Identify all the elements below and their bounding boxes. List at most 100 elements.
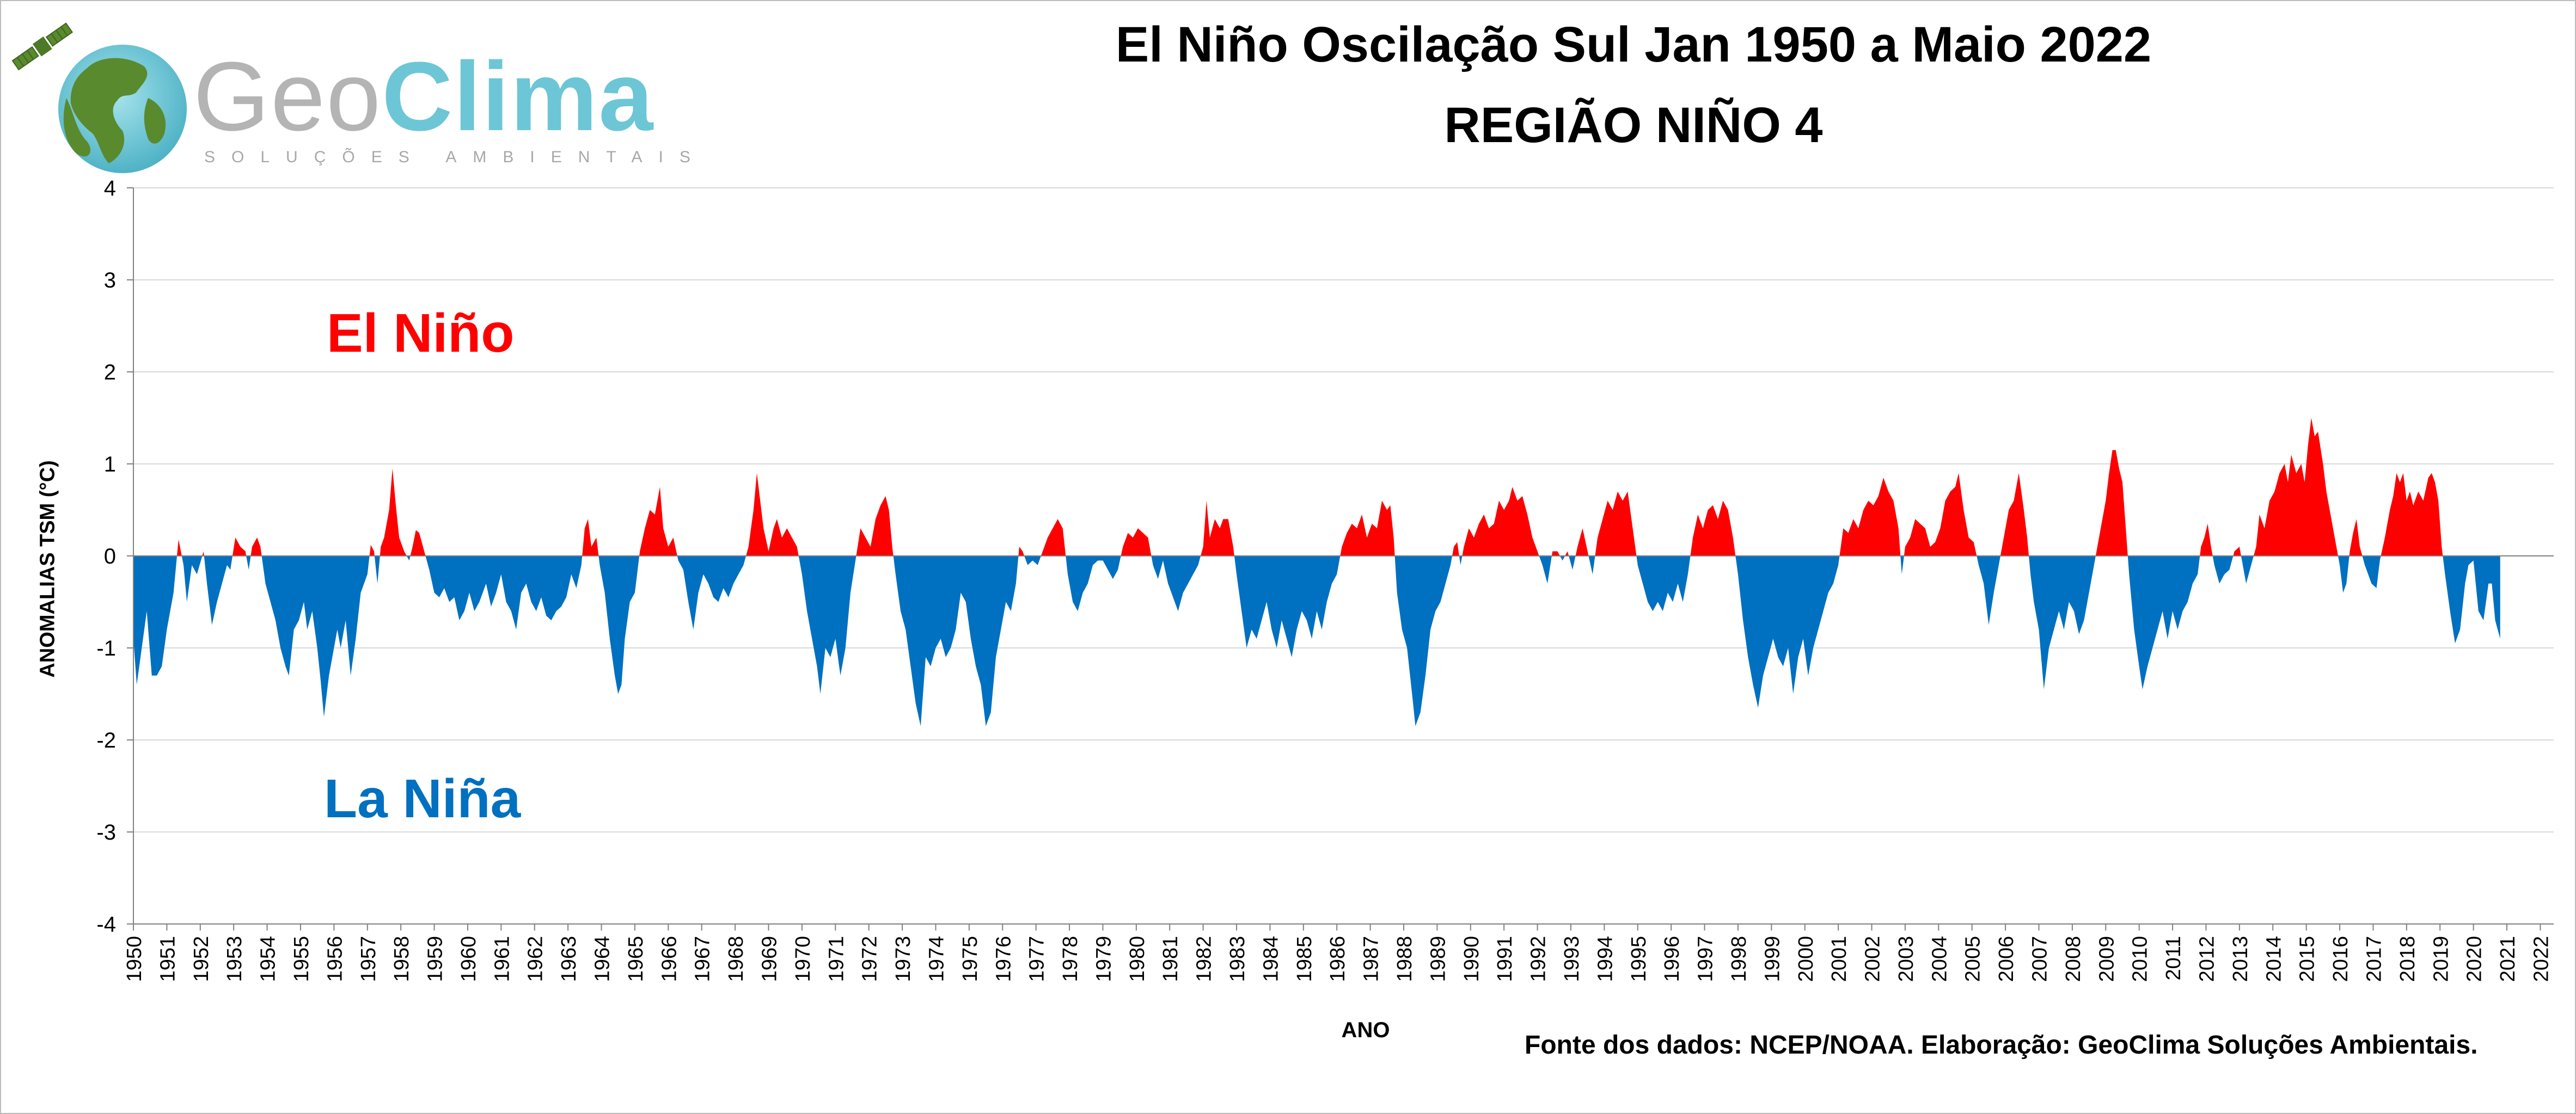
y-tick-label: 1 [104,452,116,476]
x-tick-label: 1972 [859,936,882,982]
x-tick-label: 1975 [959,936,982,982]
x-tick-label: 1974 [925,936,948,982]
x-tick-label: 1984 [1259,936,1282,982]
x-tick-label: 2011 [2162,936,2185,981]
x-tick-label: 1955 [290,936,313,982]
x-tick-label: 1986 [1326,936,1349,982]
x-tick-label: 2019 [2430,936,2452,982]
x-tick-label: 2004 [1928,936,1951,982]
x-tick-label: 2016 [2329,936,2352,982]
x-tick-label: 2008 [2062,936,2085,982]
grid-lines [133,187,2554,833]
y-tick-label: -4 [96,913,116,937]
x-tick-label: 1977 [1026,936,1049,982]
x-tick-label: 1985 [1293,936,1316,982]
chart-title: El Niño Oscilação Sul Jan 1950 a Maio 20… [1115,17,2152,72]
x-tick-label: 1967 [692,936,714,982]
x-tick-label: 2001 [1828,936,1851,982]
x-tick-label: 1963 [558,936,580,982]
x-tick-label: 1957 [357,936,380,982]
x-tick-label: 1950 [123,936,146,982]
x-tick-label: 1993 [1561,936,1583,982]
x-tick-label: 1980 [1126,936,1149,982]
x-tick-label: 1969 [758,936,781,982]
logo-wordmark-geo: Geo [193,42,382,151]
x-tick-label: 1971 [825,936,848,982]
x-tick-label: 1962 [524,936,547,982]
x-tick-label: 1989 [1427,936,1449,982]
x-tick-label: 1966 [658,936,681,982]
x-tick-label: 2007 [2029,936,2052,982]
x-tick-label: 2018 [2396,936,2419,982]
x-tick-label: 1982 [1193,936,1216,982]
x-tick-label: 2006 [1995,936,2018,982]
x-tick-label: 1958 [390,936,413,982]
y-tick-label: 4 [104,176,116,200]
data-source-note: Fonte dos dados: NCEP/NOAA. Elaboração: … [1525,1031,2478,1060]
x-tick-label: 1979 [1092,936,1115,982]
x-tick-label: 1959 [424,936,447,982]
la-nina-area [133,556,2500,726]
x-tick-label: 1994 [1594,936,1617,982]
logo-wordmark-clima: Clima [382,42,654,151]
logo-tagline: SOLUÇÕES AMBIENTAIS [204,148,707,166]
x-tick-label: 1952 [190,936,213,982]
y-tick-label: -1 [96,636,116,660]
la-nina-label: La Niña [324,768,521,829]
x-tick-label: 1965 [625,936,647,982]
x-tick-label: 1956 [323,936,346,982]
x-tick-label: 2015 [2296,936,2319,982]
x-tick-label: 1995 [1627,936,1650,982]
x-tick-label: 2020 [2463,936,2486,982]
x-tick-label: 1954 [257,936,280,982]
x-tick-label: 1953 [223,936,246,982]
el-nino-label: El Niño [327,303,515,364]
x-tick-label: 2017 [2363,936,2385,982]
x-tick-label: 2021 [2497,936,2519,982]
x-axis-label: ANO [1341,1018,1390,1042]
x-tick-label: 2009 [2095,936,2118,982]
x-tick-label: 1981 [1159,936,1182,982]
x-tick-label: 1996 [1661,936,1684,982]
x-tick-label: 1990 [1460,936,1483,982]
y-tick-label: -2 [96,729,116,752]
x-tick-label: 2002 [1862,936,1884,982]
el-nino-area [133,418,2500,556]
x-tick-label: 1991 [1494,936,1516,982]
x-tick-label: 2005 [1962,936,1985,982]
x-tick-label: 1964 [591,936,614,982]
y-tick-label: 2 [104,360,116,384]
anomaly-areas [133,418,2500,726]
x-tick-label: 2012 [2195,936,2218,982]
satellite-icon [11,22,74,71]
y-tick-label: 0 [104,544,116,568]
x-tick-label: 2000 [1795,936,1818,982]
x-tick-label: 1998 [1728,936,1751,982]
x-tick-label: 2022 [2530,936,2553,982]
y-axis-label: ANOMALIAS TSM (°C) [36,460,59,678]
x-tick-label: 1973 [892,936,915,982]
x-tick-labels: 1950 1951 1952 1953 1954 1955 1956 1957 1958 1959… [123,936,2553,982]
chart-subtitle: REGIÃO NIÑO 4 [1444,97,1823,153]
y-tick-label: -3 [96,821,116,844]
logo-wordmark: GeoClima [193,48,654,146]
x-tick-label: 1970 [792,936,815,982]
x-tick-label: 1999 [1761,936,1784,982]
x-tick-label: 1968 [725,936,748,982]
x-tick-label: 1978 [1059,936,1082,982]
x-tick-label: 1961 [491,936,513,982]
y-tick-label: 3 [104,268,116,292]
x-tick-label: 1983 [1226,936,1249,982]
x-tick-label: 2014 [2262,936,2285,982]
x-tick-label: 1988 [1393,936,1416,982]
x-tick-label: 2013 [2229,936,2252,982]
x-tick-label: 1997 [1694,936,1717,982]
axes [127,187,2554,931]
x-tick-label: 2003 [1895,936,1918,982]
x-tick-label: 1987 [1360,936,1383,982]
x-tick-label: 1960 [457,936,480,982]
x-tick-label: 2010 [2129,936,2152,982]
x-tick-label: 1992 [1527,936,1550,982]
